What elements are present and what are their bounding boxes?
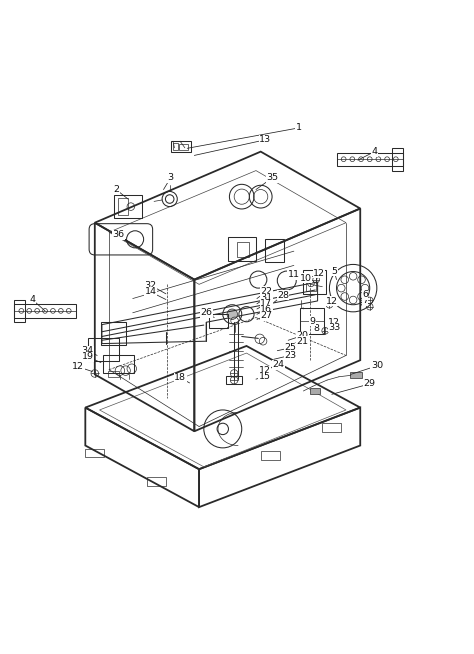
Bar xyxy=(173,143,178,150)
Text: 7: 7 xyxy=(362,296,368,305)
Text: 6: 6 xyxy=(362,290,368,300)
Bar xyxy=(228,237,256,261)
Bar xyxy=(103,355,134,373)
Bar xyxy=(147,477,166,486)
Text: 5: 5 xyxy=(331,267,337,275)
Text: 12: 12 xyxy=(328,318,340,327)
Bar xyxy=(101,322,126,345)
Text: 26: 26 xyxy=(200,308,212,317)
Bar xyxy=(85,449,104,457)
Bar xyxy=(14,300,25,322)
Text: 19: 19 xyxy=(82,353,94,362)
Bar xyxy=(179,144,188,150)
Text: 31: 31 xyxy=(260,293,273,302)
Text: 3: 3 xyxy=(168,173,173,182)
Text: 34: 34 xyxy=(82,346,94,355)
Bar xyxy=(322,423,341,432)
Text: 2: 2 xyxy=(113,185,119,194)
Text: 15: 15 xyxy=(258,372,271,381)
Text: 35: 35 xyxy=(266,173,279,182)
Bar xyxy=(310,388,320,394)
Text: 17: 17 xyxy=(260,300,273,308)
Text: 4: 4 xyxy=(372,147,377,156)
Bar xyxy=(114,196,142,218)
Bar xyxy=(300,308,324,334)
Text: 12: 12 xyxy=(258,366,271,375)
Text: 24: 24 xyxy=(273,360,285,370)
Circle shape xyxy=(227,309,237,319)
Bar xyxy=(14,304,76,318)
Bar xyxy=(392,148,403,171)
Text: 28: 28 xyxy=(277,291,289,300)
Text: 20: 20 xyxy=(296,331,309,340)
Text: 25: 25 xyxy=(284,343,296,353)
Text: 9: 9 xyxy=(310,317,316,326)
Text: 33: 33 xyxy=(328,323,340,332)
Text: 18: 18 xyxy=(174,373,186,382)
Text: 12: 12 xyxy=(326,297,338,306)
Text: 13: 13 xyxy=(259,135,272,145)
Bar xyxy=(350,371,362,378)
Bar xyxy=(306,276,316,291)
Bar xyxy=(261,451,280,460)
Text: 12: 12 xyxy=(72,362,84,371)
Text: 12: 12 xyxy=(313,269,325,278)
Bar xyxy=(237,242,249,257)
Bar xyxy=(171,141,191,152)
Bar xyxy=(108,371,118,377)
Text: 14: 14 xyxy=(145,287,157,296)
Text: 27: 27 xyxy=(260,311,273,320)
Text: 4: 4 xyxy=(29,295,35,304)
Text: 1: 1 xyxy=(296,124,301,132)
Bar xyxy=(118,198,128,215)
Text: 21: 21 xyxy=(296,337,309,346)
Bar xyxy=(88,338,119,361)
Bar xyxy=(209,314,228,328)
Bar xyxy=(226,376,242,384)
Text: 29: 29 xyxy=(364,379,376,388)
Text: 11: 11 xyxy=(288,270,300,279)
Text: 30: 30 xyxy=(371,362,383,370)
Bar xyxy=(265,239,284,262)
Text: 32: 32 xyxy=(145,281,157,290)
Bar xyxy=(337,152,403,166)
Bar xyxy=(303,270,326,294)
Text: 8: 8 xyxy=(314,324,319,333)
Text: 16: 16 xyxy=(260,305,273,315)
Text: 36: 36 xyxy=(112,230,125,239)
Text: 23: 23 xyxy=(284,351,296,360)
Text: 22: 22 xyxy=(260,287,273,296)
Text: 10: 10 xyxy=(300,273,312,283)
